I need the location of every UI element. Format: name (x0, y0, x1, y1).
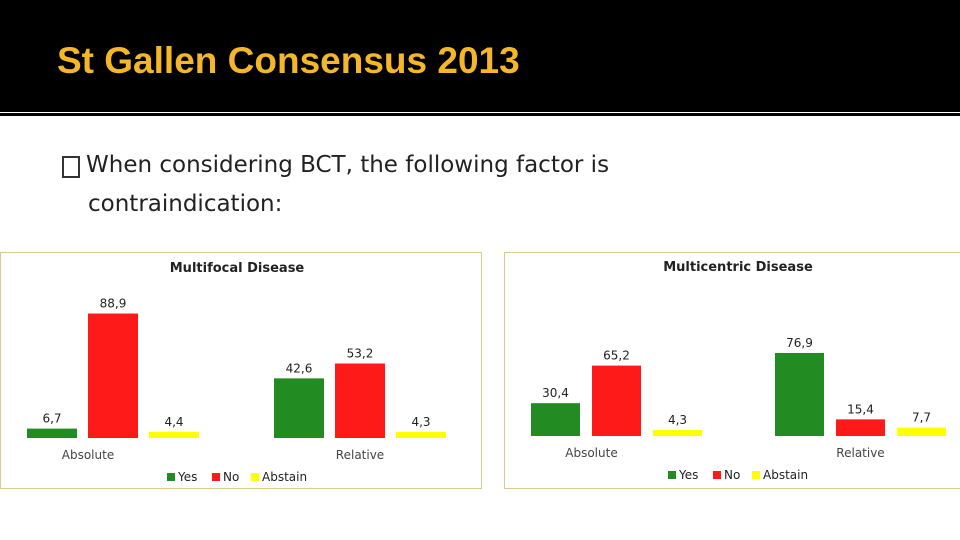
legend-label: No (724, 468, 740, 482)
data-label: 65,2 (603, 349, 630, 363)
bar-yes-relative (274, 378, 324, 438)
legend-label: No (223, 470, 239, 484)
category-label: Absolute (565, 446, 617, 460)
bullet-box-icon (62, 156, 80, 178)
bar-abstain-absolute (653, 430, 702, 436)
category-label: Relative (836, 446, 884, 460)
legend-swatch-abstain (251, 473, 259, 481)
legend-swatch-no (212, 473, 220, 481)
legend-swatch-yes (167, 473, 175, 481)
chart-panel-multifocal: Multifocal Disease 6,7 88,9 4,4 Absolute 42,6… (0, 252, 482, 489)
category-label: Relative (336, 448, 384, 462)
bar-yes-absolute (27, 428, 77, 438)
bullet-text-line2: contraindication: (88, 191, 283, 217)
bullet-text-line1: When considering BCT, the following fact… (86, 152, 610, 178)
legend-swatch-no (713, 471, 721, 479)
multifocal-chart: Multifocal Disease 6,7 88,9 4,4 Absolute 42,6… (27, 261, 446, 484)
data-label: 4,3 (668, 413, 687, 427)
data-label: 4,3 (411, 415, 430, 429)
chart-title: Multifocal Disease (170, 261, 305, 276)
slide-title: St Gallen Consensus 2013 (57, 40, 520, 81)
chart-panel-multicentric: Multicentric Disease 30,4 65,2 4,3 Absolute 7… (504, 252, 960, 489)
legend-label: Yes (177, 470, 197, 484)
data-label: 42,6 (286, 361, 313, 375)
legend-label: Abstain (763, 468, 808, 482)
title-bar (0, 0, 960, 112)
data-label: 4,4 (164, 415, 183, 429)
data-label: 53,2 (347, 347, 374, 361)
data-label: 88,9 (100, 297, 127, 311)
data-label: 76,9 (786, 336, 813, 350)
legend-swatch-abstain (752, 471, 760, 479)
bar-abstain-absolute (149, 431, 199, 438)
title-divider (0, 113, 960, 116)
data-label: 30,4 (542, 386, 569, 400)
legend-label: Abstain (262, 470, 307, 484)
data-label: 15,4 (847, 402, 874, 416)
legend-label: Yes (678, 468, 698, 482)
bar-yes-absolute (531, 403, 580, 436)
bar-abstain-relative (897, 427, 946, 436)
bar-no-absolute (88, 313, 138, 438)
legend-swatch-yes (668, 471, 676, 479)
category-label: Absolute (62, 448, 114, 462)
bar-no-relative (335, 363, 385, 438)
data-label: 6,7 (42, 412, 61, 426)
bar-yes-relative (775, 352, 824, 436)
bar-abstain-relative (396, 431, 446, 438)
bar-no-relative (836, 419, 885, 436)
data-label: 7,7 (912, 411, 931, 425)
bar-no-absolute (592, 365, 641, 436)
multicentric-chart: Multicentric Disease 30,4 65,2 4,3 Absolute 7… (531, 260, 946, 482)
chart-title: Multicentric Disease (663, 260, 813, 275)
